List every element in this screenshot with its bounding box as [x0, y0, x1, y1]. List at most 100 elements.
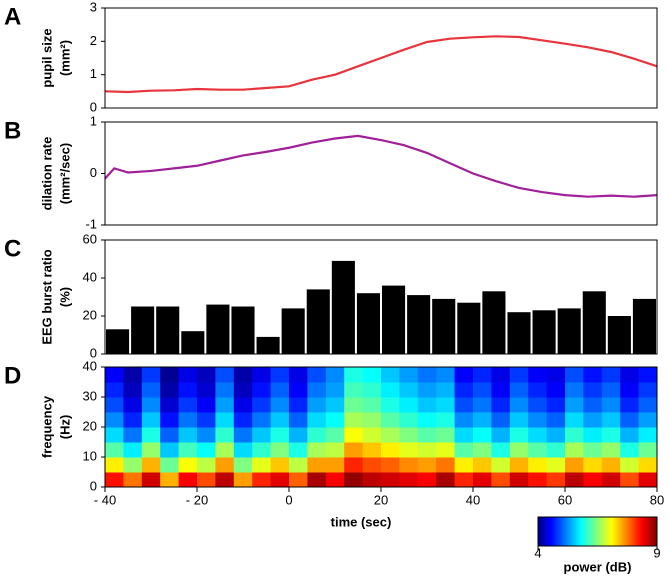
heatmap-cell	[325, 427, 345, 443]
heatmap-cell	[123, 367, 143, 383]
heatmap-cell	[141, 427, 161, 443]
bar	[356, 293, 380, 354]
heatmap-cell	[638, 397, 658, 413]
bar	[256, 336, 280, 354]
bar	[532, 310, 556, 354]
heatmap-cell	[123, 412, 143, 428]
plot-frame	[104, 7, 658, 109]
heatmap-cell	[436, 397, 456, 413]
heatmap-cell	[638, 472, 658, 488]
heatmap-cell	[307, 472, 327, 488]
heatmap-cell	[583, 472, 603, 488]
heatmap-cell	[362, 412, 382, 428]
x-tick-label: - 20	[186, 492, 208, 507]
heatmap-cell	[178, 472, 198, 488]
heatmap-cell	[546, 442, 566, 458]
heatmap-cell	[325, 382, 345, 398]
heatmap-cell	[399, 472, 419, 488]
heatmap-cell	[141, 367, 161, 383]
y-tick-label: 2	[90, 33, 97, 48]
heatmap-cell	[362, 382, 382, 398]
y-axis-label: (%)	[57, 287, 72, 307]
heatmap-cell	[160, 457, 180, 473]
heatmap-cell	[509, 472, 529, 488]
heatmap-cell	[362, 472, 382, 488]
y-tick-label: 10	[83, 448, 97, 463]
x-tick-label: 40	[466, 492, 480, 507]
x-tick-label: 80	[650, 492, 664, 507]
heatmap-cell	[436, 442, 456, 458]
heatmap-cell	[491, 367, 511, 383]
heatmap-cell	[307, 367, 327, 383]
heatmap-cell	[546, 427, 566, 443]
bar	[632, 298, 656, 354]
heatmap-cell	[454, 427, 474, 443]
plot-frame	[104, 239, 658, 355]
heatmap-cell	[362, 397, 382, 413]
heatmap-cell	[344, 367, 364, 383]
heatmap-cell	[528, 442, 548, 458]
heatmap-cell	[638, 457, 658, 473]
heatmap-cell	[289, 397, 308, 413]
bar	[206, 304, 230, 354]
heatmap-cell	[620, 382, 640, 398]
heatmap-cell	[381, 427, 400, 443]
heatmap-cell	[399, 367, 419, 383]
heatmap-cell	[399, 397, 419, 413]
heatmap-cell	[381, 367, 400, 383]
heatmap-cell	[436, 382, 456, 398]
heatmap-cell	[233, 442, 253, 458]
heatmap-cell	[601, 427, 621, 443]
heatmap-cell	[325, 367, 345, 383]
heatmap-cell	[105, 412, 124, 428]
x-tick-label: - 40	[94, 492, 116, 507]
heatmap-cell	[565, 382, 584, 398]
heatmap-cell	[123, 472, 143, 488]
heatmap-cell	[509, 412, 529, 428]
heatmap-cell	[473, 457, 492, 473]
heatmap-cell	[473, 472, 492, 488]
heatmap-cell	[178, 457, 198, 473]
line	[104, 134, 658, 198]
heatmap-cell	[417, 472, 437, 488]
y-tick-label: 0	[90, 165, 97, 180]
heatmap-cell	[270, 442, 290, 458]
heatmap-cell	[252, 457, 272, 473]
x-axis-label: time (sec)	[331, 514, 392, 529]
heatmap-cell	[197, 382, 216, 398]
heatmap-cell	[270, 382, 290, 398]
heatmap-cell	[601, 472, 621, 488]
heatmap-cell	[381, 412, 400, 428]
heatmap-cell	[215, 442, 235, 458]
heatmap-cell	[215, 457, 235, 473]
line	[104, 35, 658, 94]
y-axis-label: dilation rate	[39, 137, 54, 211]
heatmap-cell	[141, 472, 161, 488]
heatmap-cell	[509, 427, 529, 443]
heatmap-cell	[454, 442, 474, 458]
heatmap-cell	[583, 397, 603, 413]
heatmap-cell	[123, 442, 143, 458]
heatmap-cell	[454, 367, 474, 383]
panel-label: B	[4, 117, 21, 144]
heatmap-cell	[601, 397, 621, 413]
colorbar-label: power (dB)	[564, 559, 632, 574]
heatmap-cell	[565, 367, 584, 383]
heatmap-cell	[325, 412, 345, 428]
heatmap-cell	[381, 397, 400, 413]
heatmap-cell	[289, 367, 308, 383]
heatmap-cell	[160, 412, 180, 428]
heatmap-cell	[436, 367, 456, 383]
heatmap-cell	[509, 382, 529, 398]
heatmap-cell	[105, 457, 124, 473]
heatmap-cell	[528, 412, 548, 428]
heatmap-cell	[381, 457, 400, 473]
heatmap-cell	[620, 442, 640, 458]
y-tick-label: 40	[83, 358, 97, 373]
bar	[131, 306, 155, 354]
heatmap-cell	[123, 457, 143, 473]
heatmap-cell	[399, 412, 419, 428]
heatmap-cell	[436, 472, 456, 488]
heatmap-cell	[233, 397, 253, 413]
